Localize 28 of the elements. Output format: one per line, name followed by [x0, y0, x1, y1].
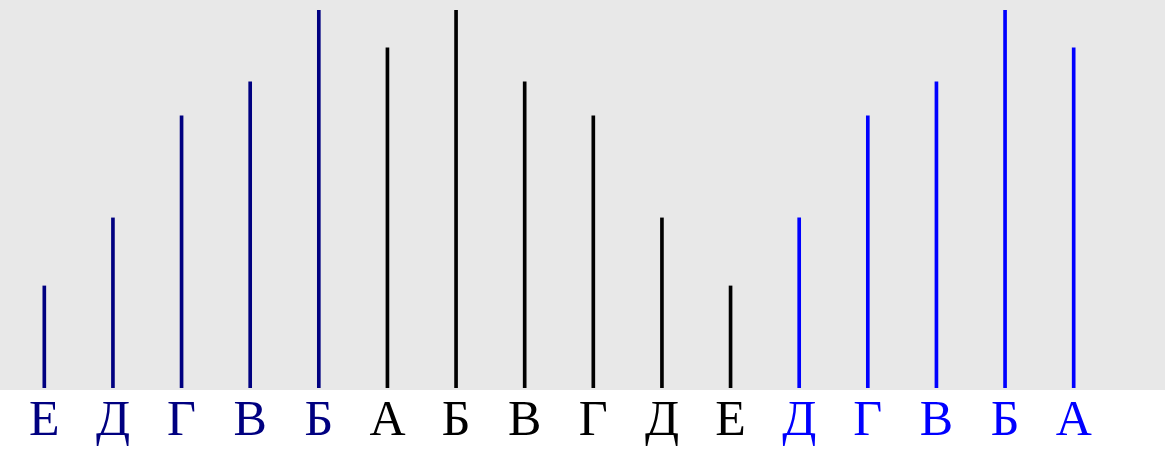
bar	[111, 217, 115, 388]
bar	[1071, 47, 1076, 388]
bar	[660, 217, 664, 388]
x-tick-label: А	[1055, 390, 1092, 447]
bar	[248, 81, 253, 388]
x-tick-label: Б	[441, 390, 471, 447]
x-tick-label: Г	[167, 390, 197, 447]
bar	[797, 217, 802, 388]
bar	[522, 81, 527, 388]
bar	[591, 115, 596, 388]
x-tick-label: А	[369, 390, 406, 447]
x-tick-label: Д	[782, 390, 817, 447]
x-tick-label: Б	[304, 390, 334, 447]
x-tick-label: В	[919, 390, 954, 447]
x-tick-label: Г	[578, 390, 608, 447]
bar	[316, 10, 321, 388]
x-tick-label: Б	[990, 390, 1020, 447]
bar	[1003, 10, 1007, 388]
bar	[454, 10, 458, 388]
bar	[865, 115, 870, 388]
bar	[42, 285, 47, 388]
x-tick-label: В	[233, 390, 267, 447]
x-tick-label: Е	[715, 390, 746, 447]
x-tick-label: Г	[853, 390, 883, 447]
x-tick-label: Д	[95, 390, 130, 447]
x-tick-label: Д	[644, 390, 679, 447]
x-tick-label: Е	[29, 390, 60, 447]
x-tick-label: В	[508, 390, 542, 447]
